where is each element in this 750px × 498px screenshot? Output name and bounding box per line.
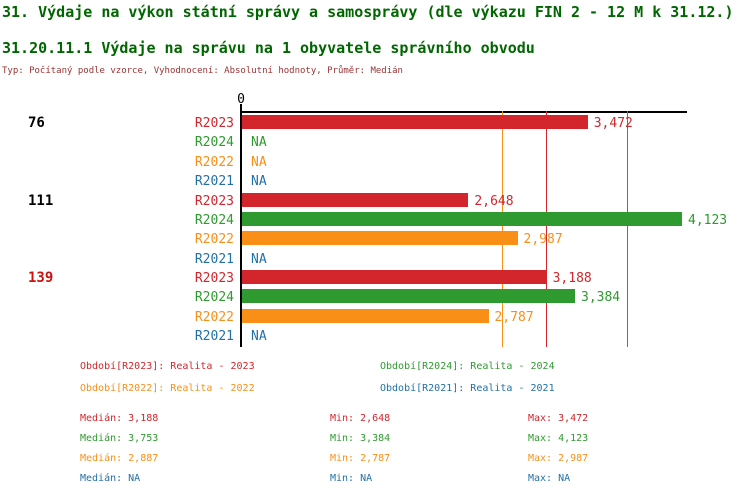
stat-min-r2024: Min: 3,384 xyxy=(330,433,391,444)
bar-value-label: 2,787 xyxy=(494,309,534,325)
y-axis-line xyxy=(240,111,242,347)
report-title: 31. Výdaje na výkon státní správy a samo… xyxy=(2,3,734,21)
axis-zero-tick xyxy=(240,104,242,112)
report-subtitle: 31.20.11.1 Výdaje na správu na 1 obyvate… xyxy=(2,39,535,57)
bar-r2023 xyxy=(242,192,469,207)
legend-item-r2023: Období[R2023]: Realita - 2023 xyxy=(80,361,255,372)
bar-value-label: 2,987 xyxy=(523,232,563,248)
median-line-r2022 xyxy=(502,111,504,347)
na-label: NA xyxy=(251,154,267,170)
stat-median-r2023: Medián: 3,188 xyxy=(80,413,159,424)
row-year-label-r2024: R2024 xyxy=(194,135,234,151)
bar-value-label: 3,384 xyxy=(581,290,621,306)
median-line-r2023 xyxy=(545,111,547,347)
na-label: NA xyxy=(251,329,267,345)
legend-item-r2022: Období[R2022]: Realita - 2022 xyxy=(80,383,255,394)
group-label: 76 xyxy=(28,115,45,131)
bar-value-label: 2,648 xyxy=(474,193,514,209)
stat-min-r2022: Min: 2,787 xyxy=(330,453,391,464)
na-label: NA xyxy=(251,174,267,190)
row-year-label-r2021: R2021 xyxy=(194,329,234,345)
stat-min-r2023: Min: 2,648 xyxy=(330,413,391,424)
legend-item-r2021: Období[R2021]: Realita - 2021 xyxy=(380,383,555,394)
stat-max-r2024: Max: 4,123 xyxy=(528,433,589,444)
bar-value-label: 3,472 xyxy=(593,116,633,131)
bar-value-label: 3,188 xyxy=(552,271,592,286)
bar-r2022 xyxy=(242,308,489,323)
stat-median-r2021: Medián: NA xyxy=(80,473,141,484)
group-label: 111 xyxy=(28,192,54,209)
bar-chart: 0 76 R2023 3,472 R2024 NA R2022 NA R2021 NA 111 R2… xyxy=(28,92,728,347)
row-year-label-r2024: R2024 xyxy=(194,290,234,306)
row-year-label-r2023: R2023 xyxy=(194,193,234,209)
stat-max-r2021: Max: NA xyxy=(528,473,571,484)
row-year-label-r2022: R2022 xyxy=(194,154,234,170)
stat-median-r2024: Medián: 3,753 xyxy=(80,433,159,444)
group-label: 139 xyxy=(28,270,54,286)
bar-r2024 xyxy=(242,211,682,226)
report-meta-line: Typ: Počítaný podle vzorce, Vyhodnocení:… xyxy=(2,66,403,76)
row-year-label-r2021: R2021 xyxy=(194,174,234,190)
row-year-label-r2022: R2022 xyxy=(194,232,234,248)
stat-median-r2022: Medián: 2,887 xyxy=(80,453,159,464)
bar-r2023 xyxy=(242,115,588,129)
legend-item-r2024: Období[R2024]: Realita - 2024 xyxy=(380,361,555,372)
row-year-label-r2021: R2021 xyxy=(194,251,234,267)
bar-r2022 xyxy=(242,231,518,246)
row-year-label-r2023: R2023 xyxy=(194,271,234,286)
axis-zero-label: 0 xyxy=(237,92,245,107)
stat-max-r2022: Max: 2,987 xyxy=(528,453,589,464)
stat-min-r2021: Min: NA xyxy=(330,473,373,484)
bar-r2024 xyxy=(242,289,575,304)
row-year-label-r2024: R2024 xyxy=(194,212,234,228)
row-year-label-r2022: R2022 xyxy=(194,309,234,325)
bar-r2023 xyxy=(242,270,547,284)
row-year-label-r2023: R2023 xyxy=(194,116,234,131)
na-label: NA xyxy=(251,251,267,267)
bar-value-label: 4,123 xyxy=(688,212,728,228)
na-label: NA xyxy=(251,135,267,151)
median-line-r2024 xyxy=(627,111,629,347)
x-axis-line xyxy=(240,111,687,113)
stat-max-r2023: Max: 3,472 xyxy=(528,413,589,424)
